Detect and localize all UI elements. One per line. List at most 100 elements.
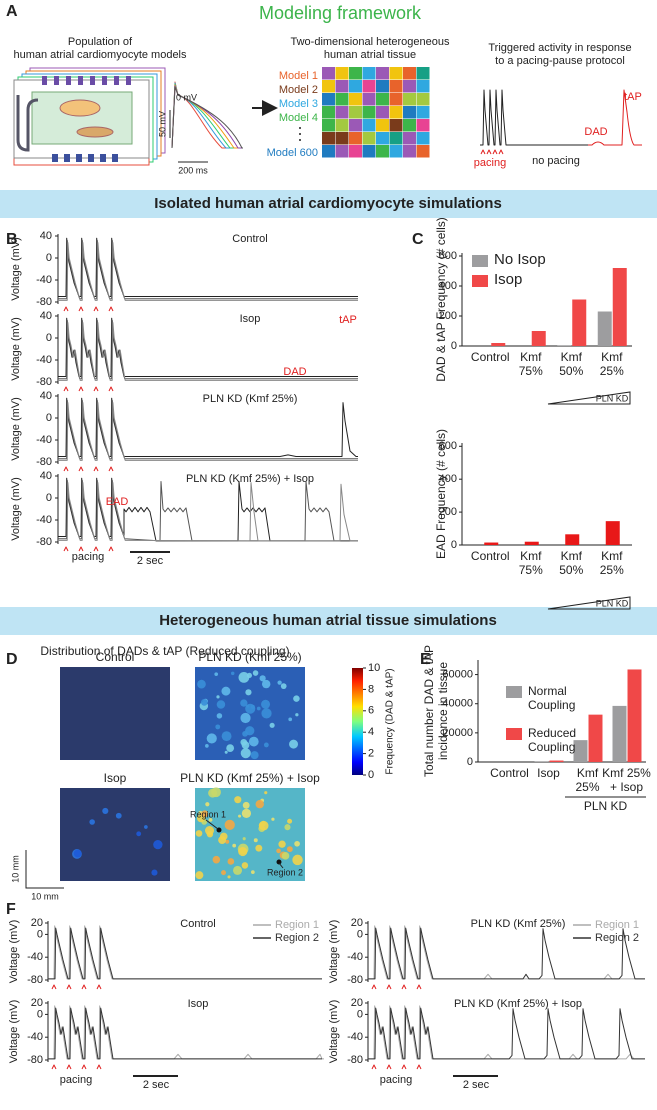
hot-spot (115, 812, 122, 819)
pacing-caret (63, 466, 69, 472)
hot-spot (232, 843, 237, 848)
hot-spot (263, 742, 269, 748)
pacing-caret (486, 149, 492, 155)
x-tick-label: 25% (600, 364, 624, 378)
group-label: PLN KD (596, 393, 629, 403)
trace-title: PLN KD (Kmf 25%) + Isop (454, 998, 582, 1010)
colorbar-tick-label: 10 (368, 662, 380, 674)
section-title: Heterogeneous human atrial tissue simula… (159, 612, 497, 629)
hot-spot (208, 817, 213, 822)
y-tick-label: 200 (439, 310, 457, 322)
y-tick-label: 40 (40, 470, 52, 482)
bar (549, 760, 564, 762)
y-tick-label: 0 (46, 252, 52, 264)
hot-spot (89, 819, 95, 825)
organelle (76, 126, 114, 138)
tissue-cell (403, 119, 416, 132)
group-wedge (547, 596, 631, 610)
section-band (0, 607, 657, 635)
y-tick-label: -80 (36, 536, 52, 548)
hot-spot (136, 831, 142, 837)
y-axis-label: Voltage (mV) (10, 397, 22, 461)
hot-spot (218, 836, 227, 845)
hot-spot (221, 870, 226, 876)
voltage-trace (58, 237, 358, 297)
bar (557, 345, 572, 346)
hot-spot (200, 698, 208, 706)
pacing-caret (498, 149, 504, 155)
trace-title: PLN KD (Kmf 25%) (471, 918, 566, 930)
tissue-cell (376, 80, 389, 93)
tissue-cell (403, 106, 416, 119)
voltage-trace (58, 239, 358, 300)
colorbar-tick-label: 2 (368, 748, 374, 760)
tissue-cell (335, 145, 349, 158)
y-tick-label: -40 (347, 1031, 363, 1043)
voltage-trace (58, 242, 358, 301)
x-tick-label: Control (471, 549, 510, 563)
y-tick-label: -80 (27, 1054, 43, 1066)
tissue-cell (416, 132, 430, 145)
hot-spot (294, 840, 300, 847)
pacing-caret (63, 546, 69, 552)
y-axis-label: Voltage (mV) (10, 237, 22, 301)
model-label: Model 600 (267, 147, 318, 159)
group-label: PLN KD (584, 799, 628, 813)
x-tick-label: Kmf (577, 766, 599, 780)
tissue-cell (335, 67, 349, 80)
colorbar-tick-label: 4 (368, 726, 374, 738)
channel (114, 76, 119, 85)
y-tick-label: 60000 (442, 668, 473, 680)
ap-label: 200 ms (178, 165, 208, 175)
channel (126, 76, 131, 85)
pacing-label: pacing (380, 1074, 412, 1086)
x-tick-label: 75% (519, 563, 543, 577)
hot-spot (225, 839, 230, 844)
protocol-label: pacing (474, 157, 506, 169)
panel-label: D (6, 651, 18, 668)
scale-label: 10 mm (31, 891, 59, 901)
hot-spot (201, 810, 209, 818)
y-tick-label: -40 (347, 951, 363, 963)
panel-label: B (6, 231, 18, 248)
y-tick-label: 0 (46, 492, 52, 504)
tissue-title: Two-dimensional heterogeneous (291, 36, 450, 48)
hot-spot (102, 807, 109, 815)
hot-spot (245, 703, 256, 714)
y-tick-label: 0 (467, 756, 473, 768)
legend-label: Region 1 (275, 919, 319, 931)
tissue-cell (376, 145, 389, 158)
y-tick-label: 0 (37, 928, 43, 940)
y-axis-label: incidence in tissue (436, 662, 450, 760)
x-tick-label: Kmf (561, 350, 583, 364)
y-tick-label: 40000 (442, 698, 473, 710)
colorbar-tick-label: 0 (368, 769, 374, 781)
hot-spot (214, 672, 219, 677)
pacing-caret (81, 984, 87, 990)
voltage-trace (368, 927, 645, 980)
channel (102, 76, 107, 85)
x-tick-label: + Isop (610, 780, 643, 794)
y-axis-label: Voltage (mV) (8, 920, 20, 984)
channel (42, 76, 47, 85)
hot-spot (242, 837, 246, 841)
tissue-cell (389, 93, 403, 106)
hot-spot (245, 689, 252, 696)
hot-spot (206, 733, 217, 744)
section-band (0, 190, 657, 218)
hot-spot (277, 680, 282, 685)
ellipsis-dot (299, 133, 301, 135)
hot-spot (153, 839, 163, 850)
hot-spot (259, 675, 266, 682)
pacing-caret (386, 984, 392, 990)
y-tick-label: 40 (40, 310, 52, 322)
tissue-title: human atrial tissue (324, 49, 416, 61)
time-scale-label: 2 sec (143, 1079, 170, 1091)
hot-spot (212, 855, 221, 864)
hot-spot (286, 846, 293, 853)
hot-spot (284, 824, 291, 831)
y-tick-label: 20000 (442, 727, 473, 739)
trace-title: PLN KD (Kmf 25%) (203, 393, 298, 405)
y-tick-label: 0 (357, 928, 363, 940)
hot-spot (240, 748, 251, 759)
